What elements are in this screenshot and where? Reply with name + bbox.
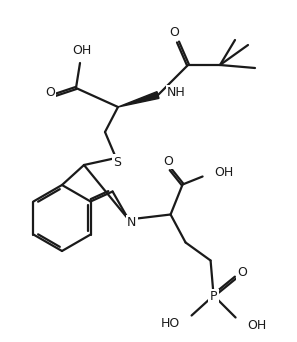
Text: N: N	[127, 216, 136, 229]
Text: NH: NH	[167, 87, 186, 100]
Text: O: O	[238, 266, 247, 279]
Text: S: S	[113, 156, 121, 169]
Text: O: O	[169, 26, 179, 39]
Polygon shape	[118, 92, 159, 107]
Text: HO: HO	[160, 317, 180, 330]
Text: OH: OH	[214, 166, 234, 179]
Text: OH: OH	[248, 319, 267, 332]
Text: O: O	[164, 155, 173, 168]
Text: OH: OH	[72, 43, 92, 56]
Text: O: O	[45, 86, 55, 98]
Text: P: P	[210, 290, 217, 303]
